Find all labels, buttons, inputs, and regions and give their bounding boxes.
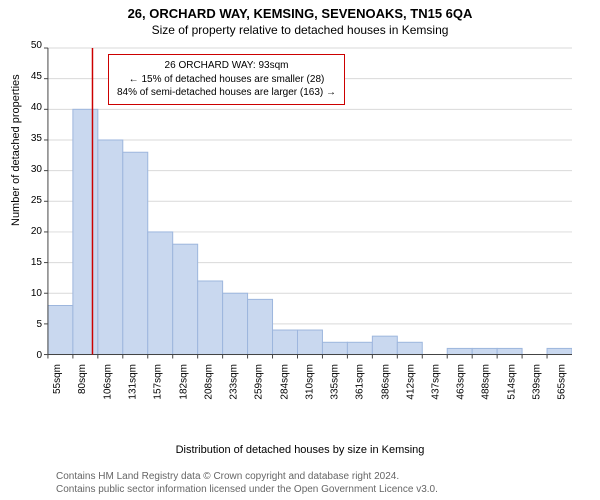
y-tick-label: 15 (12, 257, 42, 268)
x-tick-label: 514sqm (506, 364, 517, 400)
x-tick-label: 463sqm (456, 364, 467, 400)
y-tick-label: 25 (12, 195, 42, 206)
footer-attribution: Contains HM Land Registry data © Crown c… (56, 470, 438, 496)
x-tick-label: 386sqm (380, 364, 391, 400)
x-tick-label: 131sqm (128, 364, 139, 400)
chart-area: 05101520253035404550 55sqm80sqm106sqm131… (48, 46, 578, 406)
x-tick-label: 157sqm (153, 364, 164, 400)
annotation-line2: ← 15% of detached houses are smaller (28… (117, 73, 336, 87)
y-tick-label: 40 (12, 102, 42, 113)
x-tick-label: 412sqm (405, 364, 416, 400)
x-tick-label: 182sqm (178, 364, 189, 400)
x-tick-label: 310sqm (304, 364, 315, 400)
x-tick-label: 233sqm (229, 364, 240, 400)
x-tick-label: 361sqm (355, 364, 366, 400)
x-axis-label: Distribution of detached houses by size … (0, 444, 600, 456)
x-tick-label: 106sqm (102, 364, 113, 400)
y-tick-label: 35 (12, 133, 42, 144)
x-tick-label: 208sqm (203, 364, 214, 400)
x-tick-label: 437sqm (431, 364, 442, 400)
y-tick-label: 5 (12, 319, 42, 330)
x-tick-label: 565sqm (557, 364, 568, 400)
y-tick-label: 30 (12, 164, 42, 175)
x-tick-label: 55sqm (52, 364, 63, 394)
x-tick-label: 284sqm (279, 364, 290, 400)
y-tick-label: 10 (12, 288, 42, 299)
x-tick-label: 335sqm (330, 364, 341, 400)
annotation-box: 26 ORCHARD WAY: 93sqm ← 15% of detached … (108, 54, 345, 105)
y-tick-label: 0 (12, 350, 42, 361)
title-address: 26, ORCHARD WAY, KEMSING, SEVENOAKS, TN1… (0, 0, 600, 21)
x-tick-label: 259sqm (254, 364, 265, 400)
footer-line1: Contains HM Land Registry data © Crown c… (56, 470, 438, 483)
annotation-line3: 84% of semi-detached houses are larger (… (117, 86, 336, 100)
x-tick-label: 80sqm (77, 364, 88, 394)
annotation-line1: 26 ORCHARD WAY: 93sqm (117, 59, 336, 73)
title-subtitle: Size of property relative to detached ho… (0, 21, 600, 37)
footer-line2: Contains public sector information licen… (56, 483, 438, 496)
x-tick-label: 488sqm (481, 364, 492, 400)
y-tick-label: 45 (12, 71, 42, 82)
y-tick-label: 20 (12, 226, 42, 237)
y-tick-label: 50 (12, 40, 42, 51)
x-tick-label: 539sqm (532, 364, 543, 400)
